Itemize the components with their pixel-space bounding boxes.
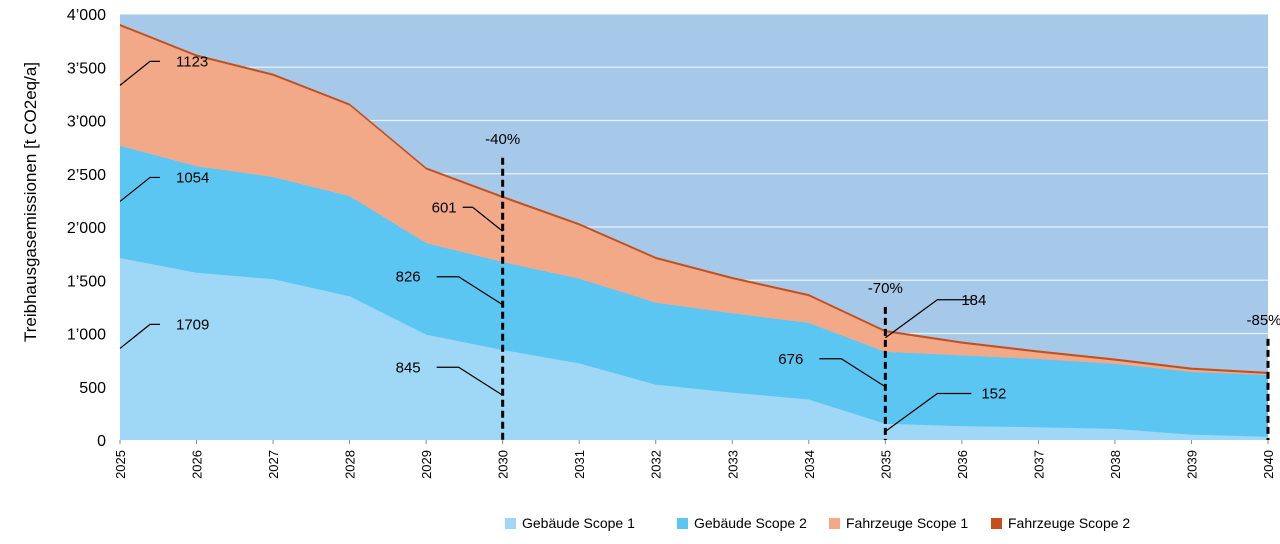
milestone-label: -70% — [868, 280, 903, 297]
legend: Gebäude Scope 1 Gebäude Scope 2 Fahrzeuge … — [505, 515, 1130, 531]
legend-swatch — [829, 518, 840, 529]
x-tick-label: 2032 — [649, 450, 664, 479]
y-tick-label: 2’500 — [67, 167, 106, 184]
legend-label: Gebäude Scope 1 — [522, 515, 635, 531]
annotation-leader — [819, 358, 886, 388]
legend-label: Fahrzeuge Scope 1 — [846, 515, 968, 531]
x-tick-label: 2025 — [113, 450, 128, 479]
annotation-label: 1709 — [176, 316, 209, 333]
annotation-label: 1054 — [176, 169, 209, 186]
legend-swatch — [505, 518, 516, 529]
x-tick-label: 2038 — [1108, 450, 1123, 479]
x-tick-label: 2036 — [955, 450, 970, 479]
y-tick-label: 500 — [79, 380, 106, 397]
milestone-label: -85% — [1246, 312, 1280, 329]
annotation-label: 826 — [396, 269, 421, 286]
annotation-leader — [436, 366, 503, 396]
annotation-label: 601 — [432, 199, 457, 216]
y-tick-label: 3’000 — [67, 114, 106, 131]
x-tick-label: 2034 — [802, 450, 817, 479]
area-series-1 — [120, 257, 1268, 440]
x-tick-label: 2040 — [1261, 450, 1276, 479]
legend-label: Gebäude Scope 2 — [694, 515, 807, 531]
annotation-leader — [884, 392, 972, 432]
value-annotations: 1123 1054 1709 601 826 845 184 676 152 — [119, 53, 1006, 432]
legend-swatch — [677, 518, 688, 529]
y-axis-label: Treibhausgasemissionen [t CO2eq/a] — [21, 62, 40, 342]
y-tick-label: 2’000 — [67, 220, 106, 237]
stacked-areas — [120, 24, 1268, 440]
legend-swatch — [991, 518, 1002, 529]
milestone-markers: -40% -70% -85% — [485, 131, 1280, 440]
annotation-leader — [462, 206, 504, 232]
x-tick-label: 2028 — [343, 450, 358, 479]
x-axis: 2025 2026 2027 2028 2029 2030 2031 2032 2033 2034… — [113, 440, 1276, 479]
y-tick-label: 0 — [97, 433, 106, 450]
y-tick-label: 1’000 — [67, 327, 106, 344]
annotation-label: 152 — [981, 385, 1006, 402]
annotation-leader — [884, 299, 972, 339]
y-tick-label: 3’500 — [67, 60, 106, 77]
x-tick-label: 2029 — [419, 450, 434, 479]
y-tick-label: 1’500 — [67, 273, 106, 290]
annotation-label: 184 — [961, 292, 986, 309]
annotation-leader — [119, 323, 160, 349]
x-tick-label: 2026 — [190, 450, 205, 479]
annotation-label: 845 — [396, 359, 421, 376]
x-tick-label: 2031 — [572, 450, 587, 479]
area-series-3 — [120, 26, 1268, 376]
x-tick-label: 2035 — [878, 450, 893, 479]
annotation-leader — [119, 176, 160, 202]
x-tick-label: 2039 — [1184, 450, 1199, 479]
annotation-leader — [436, 276, 503, 306]
annotation-label: 1123 — [176, 53, 208, 70]
legend-label: Fahrzeuge Scope 2 — [1008, 515, 1130, 531]
annotation-leader — [119, 60, 160, 86]
area-series-2 — [120, 145, 1268, 437]
milestone-label: -40% — [485, 131, 520, 148]
x-tick-label: 2033 — [725, 450, 740, 479]
x-tick-label: 2030 — [496, 450, 511, 479]
y-axis: 0 500 1’000 1’500 2’000 2’500 3’000 3’500 4’000 — [67, 7, 106, 450]
x-tick-label: 2027 — [266, 450, 281, 479]
annotation-label: 676 — [778, 351, 803, 368]
y-tick-label: 4’000 — [67, 7, 106, 24]
x-tick-label: 2037 — [1031, 450, 1046, 479]
